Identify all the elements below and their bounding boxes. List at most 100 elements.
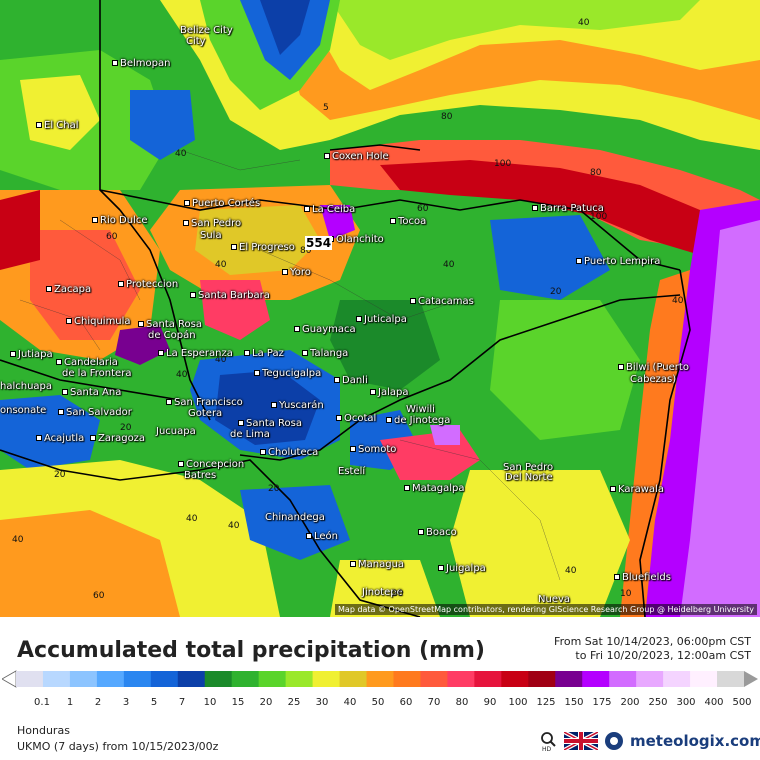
place-olanchito: Olanchito xyxy=(328,234,384,245)
place-santa-rosa: Santa Rosa xyxy=(138,319,202,330)
place-san-pedro: San Pedro xyxy=(183,218,241,229)
contour-label: 60 xyxy=(417,204,429,214)
place-acajutla: Acajutla xyxy=(36,433,84,444)
place-juigalpa: Juigalpa xyxy=(438,563,486,574)
place-bilwi: Bilwi (Puerto xyxy=(618,362,689,373)
place-sula: Sula xyxy=(200,230,222,241)
place-san-francisco: San Francisco xyxy=(166,397,243,408)
scale-swatch xyxy=(717,671,745,687)
contour-label: 40 xyxy=(176,370,188,380)
place-wiwili: Wiwili xyxy=(406,404,435,415)
scale-tick-label: 100 xyxy=(508,697,528,708)
period-from: From Sat 10/14/2023, 06:00pm CST xyxy=(554,635,751,648)
place-rio-dulce: Rio Dulce xyxy=(92,215,148,226)
scale-swatch xyxy=(177,671,206,687)
scale-swatch xyxy=(582,671,610,687)
scale-swatch xyxy=(42,671,71,687)
place-chiquimula: Chiquimula xyxy=(66,316,131,327)
contour-label: 20 xyxy=(54,470,66,480)
contour-label: 40 xyxy=(215,355,227,365)
scale-swatch xyxy=(474,671,502,687)
map-attribution: Map data © OpenStreetMap contributors, r… xyxy=(335,604,757,615)
place-proteccion: Proteccion xyxy=(118,279,178,290)
period-to: to Fri 10/20/2023, 12:00am CST xyxy=(575,649,751,662)
scale-tick-label: 200 xyxy=(620,697,640,708)
place-san-salvador: San Salvador xyxy=(58,407,132,418)
scale-swatch xyxy=(123,671,152,687)
place-chinandega: Chinandega xyxy=(265,512,325,523)
place-yoro: Yoro xyxy=(282,267,311,278)
scale-tick-label: 300 xyxy=(676,697,696,708)
place-jalapa: Jalapa xyxy=(370,387,408,398)
scale-swatch xyxy=(69,671,98,687)
scale-swatch xyxy=(609,671,637,687)
scale-swatch xyxy=(420,671,448,687)
scale-tick-label: 50 xyxy=(371,697,385,708)
scale-swatch xyxy=(96,671,125,687)
place-sonsonate: onsonate xyxy=(0,405,47,416)
contour-label: 40 xyxy=(443,260,455,270)
contour-label: 80 xyxy=(441,112,453,122)
brand-bar: HD meteologix.com xyxy=(540,730,760,752)
contour-label: 20 xyxy=(392,589,404,599)
contour-label: 5 xyxy=(323,103,329,113)
scale-tick-label: 20 xyxy=(259,697,273,708)
precipitation-map: Belize City City Belmopan El Chal Coxen … xyxy=(0,0,760,617)
scale-tick-label: 90 xyxy=(483,697,497,708)
color-scale xyxy=(2,670,758,688)
scale-swatch xyxy=(312,671,341,687)
place-de-copan: de Copán xyxy=(148,330,196,341)
scale-swatch xyxy=(339,671,368,687)
place-belmopan: Belmopan xyxy=(112,58,170,69)
place-zaragoza: Zaragoza xyxy=(90,433,145,444)
place-somoto: Somoto xyxy=(350,444,396,455)
scale-swatch xyxy=(258,671,287,687)
place-coxen-hole: Coxen Hole xyxy=(324,151,389,162)
place-batres: Batres xyxy=(184,470,217,481)
place-choluteca: Choluteca xyxy=(260,447,318,458)
contour-label: 80 xyxy=(590,168,602,178)
place-guaymaca: Guaymaca xyxy=(294,324,356,335)
place-belize-city: Belize City xyxy=(180,25,233,36)
place-del-norte: Del Norte xyxy=(505,472,553,483)
place-gotera: Gotera xyxy=(188,408,223,419)
place-el-progreso: El Progreso xyxy=(231,242,295,253)
scale-tick-label: 25 xyxy=(287,697,301,708)
scale-tick-label: 40 xyxy=(343,697,357,708)
place-ocotal: Ocotal xyxy=(336,413,376,424)
scale-tick-label: 70 xyxy=(427,697,441,708)
place-santa-barbara: Santa Barbara xyxy=(190,290,270,301)
scale-tick-label: 5 xyxy=(150,697,158,708)
contour-label: 60 xyxy=(106,232,118,242)
scale-swatch xyxy=(285,671,314,687)
place-karawala: Karawala xyxy=(610,484,664,495)
scale-swatch xyxy=(636,671,664,687)
scale-tick-label: 250 xyxy=(648,697,668,708)
zoom-hd-icon[interactable]: HD xyxy=(540,731,558,751)
contour-label: 20 xyxy=(120,423,132,433)
contour-label: 100 xyxy=(590,212,608,222)
scale-arrow-left xyxy=(2,670,17,688)
contour-label: 20 xyxy=(550,287,562,297)
place-boaco: Boaco xyxy=(418,527,457,538)
uk-flag-icon[interactable] xyxy=(564,732,598,750)
color-scale-labels: 0.1 1 2 3 5 7 10 15 20 25 30 40 50 60 70 80 90 100 125 150 1… xyxy=(16,697,752,711)
place-concepcion: Concepcion xyxy=(178,459,244,470)
brand-name[interactable]: meteologix.com xyxy=(630,732,760,750)
contour-label: 40 xyxy=(565,566,577,576)
meteologix-logo-icon xyxy=(605,732,623,750)
place-jucuapa: Jucuapa xyxy=(156,426,196,437)
contour-label: 20 xyxy=(268,484,280,494)
place-matagalpa: Matagalpa xyxy=(404,483,465,494)
contour-label: 60 xyxy=(93,591,105,601)
contour-label: 40 xyxy=(186,514,198,524)
scale-tick-label: 500 xyxy=(732,697,752,708)
scale-tick-label: 125 xyxy=(536,697,556,708)
scale-swatch xyxy=(150,671,179,687)
contour-label: 40 xyxy=(578,18,590,28)
contour-label: 40 xyxy=(672,296,684,306)
contour-label: 40 xyxy=(175,149,187,159)
scale-tick-label: 3 xyxy=(122,697,130,708)
contour-label: 80 xyxy=(300,246,312,256)
model-run: UKMO (7 days) from 10/15/2023/00z xyxy=(17,740,219,753)
